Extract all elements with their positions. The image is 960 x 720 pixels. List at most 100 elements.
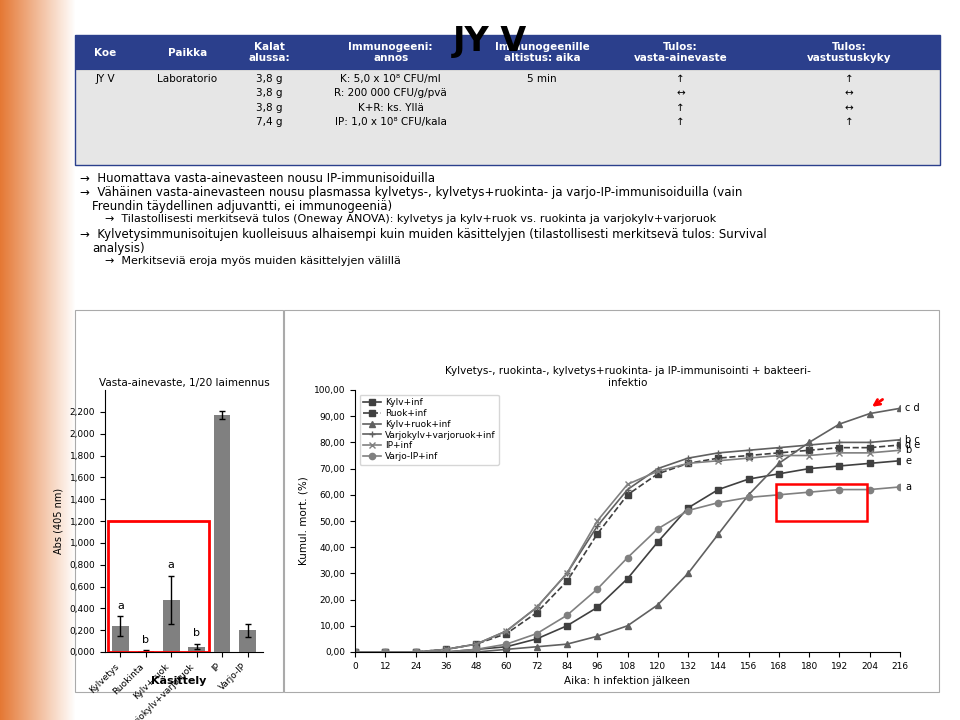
Varjo-IP+inf bbox=[440, 648, 451, 657]
IP+inf bbox=[410, 648, 421, 657]
Varjo-IP+inf bbox=[652, 525, 663, 534]
Text: Laboratorio: Laboratorio bbox=[157, 74, 218, 84]
Text: Freundin täydellinen adjuvantti, ei immunogeeniä): Freundin täydellinen adjuvantti, ei immu… bbox=[92, 200, 392, 213]
Varjo-IP+inf bbox=[683, 506, 694, 515]
Kylv+inf bbox=[833, 462, 845, 470]
Line: IP+inf: IP+inf bbox=[352, 447, 903, 655]
Kylv+inf bbox=[562, 621, 573, 630]
Ruok+inf bbox=[895, 441, 906, 449]
Varjokylv+varjoruok+inf bbox=[864, 438, 876, 446]
Text: a: a bbox=[117, 600, 124, 611]
Bar bbox=[16, 0, 17, 720]
Varjokylv+varjoruok+inf bbox=[410, 648, 421, 657]
Ruok+inf bbox=[712, 454, 724, 462]
Ruok+inf bbox=[864, 444, 876, 452]
Varjo-IP+inf bbox=[349, 648, 361, 657]
Bar bbox=[239, 630, 255, 652]
Kylv+ruok+inf bbox=[804, 438, 815, 446]
Varjo-IP+inf bbox=[622, 554, 634, 562]
Bar bbox=[43, 0, 44, 720]
Text: JY V: JY V bbox=[95, 74, 115, 84]
Ruok+inf bbox=[379, 648, 391, 657]
Text: JY V: JY V bbox=[453, 25, 527, 58]
Bar bbox=[28, 0, 29, 720]
Varjokylv+varjoruok+inf bbox=[895, 436, 906, 444]
IP+inf bbox=[683, 459, 694, 468]
Ruok+inf bbox=[622, 490, 634, 499]
Bar bbox=[57, 0, 58, 720]
Text: b: b bbox=[905, 445, 911, 455]
Text: Immunogeenille
altistus: aika: Immunogeenille altistus: aika bbox=[494, 42, 589, 63]
Bar bbox=[56, 0, 57, 720]
Ruok+inf bbox=[652, 469, 663, 478]
Bar bbox=[13, 0, 14, 720]
Y-axis label: Abs (405 nm): Abs (405 nm) bbox=[54, 488, 64, 554]
Bar bbox=[71, 0, 72, 720]
IP+inf bbox=[562, 569, 573, 577]
Bar bbox=[163, 600, 180, 652]
Bar bbox=[73, 0, 74, 720]
Bar bbox=[54, 0, 55, 720]
Text: c d: c d bbox=[905, 403, 920, 413]
Bar bbox=[66, 0, 67, 720]
Text: b c: b c bbox=[905, 435, 920, 445]
Kylv+ruok+inf bbox=[531, 642, 542, 651]
Text: d e: d e bbox=[905, 440, 921, 450]
Bar bbox=[284, 310, 939, 692]
Kylv+ruok+inf bbox=[440, 648, 451, 657]
Kylv+inf bbox=[622, 575, 634, 583]
Varjokylv+varjoruok+inf bbox=[833, 438, 845, 446]
Kylv+inf bbox=[440, 648, 451, 657]
Kylv+inf bbox=[652, 538, 663, 546]
Varjokylv+varjoruok+inf bbox=[531, 603, 542, 612]
Kylv+inf bbox=[410, 648, 421, 657]
Bar bbox=[72, 0, 73, 720]
Kylv+ruok+inf bbox=[349, 648, 361, 657]
Kylv+ruok+inf bbox=[743, 490, 755, 499]
Varjokylv+varjoruok+inf bbox=[773, 444, 784, 452]
Line: Kylv+ruok+inf: Kylv+ruok+inf bbox=[352, 405, 903, 655]
Title: Vasta-ainevaste, 1/20 laimennus: Vasta-ainevaste, 1/20 laimennus bbox=[99, 378, 270, 388]
IP+inf bbox=[470, 640, 482, 649]
IP+inf bbox=[712, 456, 724, 465]
Bar bbox=[22, 0, 23, 720]
Bar bbox=[15, 0, 16, 720]
Kylv+inf bbox=[531, 634, 542, 643]
Varjo-IP+inf bbox=[743, 493, 755, 502]
Bar bbox=[53, 0, 54, 720]
Varjo-IP+inf bbox=[500, 640, 512, 649]
Text: b: b bbox=[193, 629, 201, 639]
Text: →  Kylvetysimmunisoitujen kuolleisuus alhaisempi kuin muiden käsittelyjen (tilas: → Kylvetysimmunisoitujen kuolleisuus alh… bbox=[80, 228, 767, 241]
Text: Tulos:
vasta-ainevaste: Tulos: vasta-ainevaste bbox=[634, 42, 728, 63]
Kylv+inf bbox=[591, 603, 603, 612]
Text: ↑
↔
↔
↑: ↑ ↔ ↔ ↑ bbox=[845, 74, 853, 127]
Varjokylv+varjoruok+inf bbox=[500, 626, 512, 635]
Kylv+inf bbox=[349, 648, 361, 657]
Bar bbox=[112, 626, 129, 652]
Bar bbox=[68, 0, 69, 720]
Text: ↑
↔
↑
↑: ↑ ↔ ↑ ↑ bbox=[676, 74, 684, 127]
Bar bbox=[27, 0, 28, 720]
Bar bbox=[74, 0, 75, 720]
Bar bbox=[63, 0, 64, 720]
Text: K: 5,0 x 10⁸ CFU/ml
R: 200 000 CFU/g/pvä
K+R: ks. Yllä
IP: 1,0 x 10⁸ CFU/kala: K: 5,0 x 10⁸ CFU/ml R: 200 000 CFU/g/pvä… bbox=[334, 74, 447, 127]
Bar bbox=[23, 0, 24, 720]
Kylv+ruok+inf bbox=[470, 648, 482, 657]
Varjokylv+varjoruok+inf bbox=[591, 522, 603, 531]
Kylv+inf bbox=[712, 485, 724, 494]
Bar bbox=[1, 0, 2, 720]
Text: →  Tilastollisesti merkitsevä tulos (Oneway ANOVA): kylvetys ja kylv+ruok vs. ru: → Tilastollisesti merkitsevä tulos (Onew… bbox=[105, 214, 716, 224]
Varjo-IP+inf bbox=[833, 485, 845, 494]
Bar bbox=[8, 0, 9, 720]
Bar bbox=[18, 0, 19, 720]
Bar bbox=[42, 0, 43, 720]
Varjokylv+varjoruok+inf bbox=[440, 645, 451, 654]
Line: Varjokylv+varjoruok+inf: Varjokylv+varjoruok+inf bbox=[352, 436, 903, 655]
Text: →  Huomattava vasta-ainevasteen nousu IP-immunisoiduilla: → Huomattava vasta-ainevasteen nousu IP-… bbox=[80, 172, 435, 185]
Bar bbox=[41, 0, 42, 720]
IP+inf bbox=[743, 454, 755, 462]
Varjo-IP+inf bbox=[591, 585, 603, 593]
Bar bbox=[0, 0, 1, 720]
Bar bbox=[5, 0, 6, 720]
Ruok+inf bbox=[804, 446, 815, 454]
